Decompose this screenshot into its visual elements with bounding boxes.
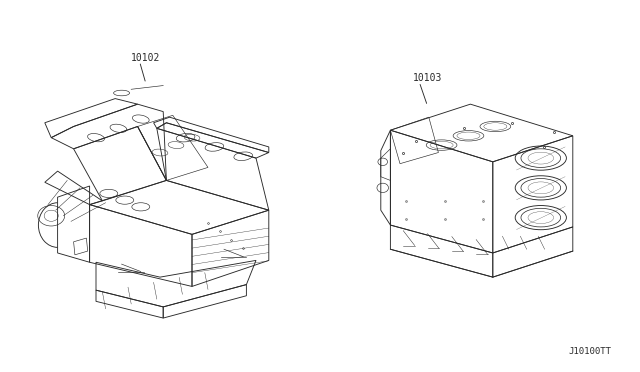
Text: J10100TT: J10100TT	[568, 347, 611, 356]
Text: 10103: 10103	[413, 73, 442, 83]
Text: 10102: 10102	[131, 53, 161, 62]
